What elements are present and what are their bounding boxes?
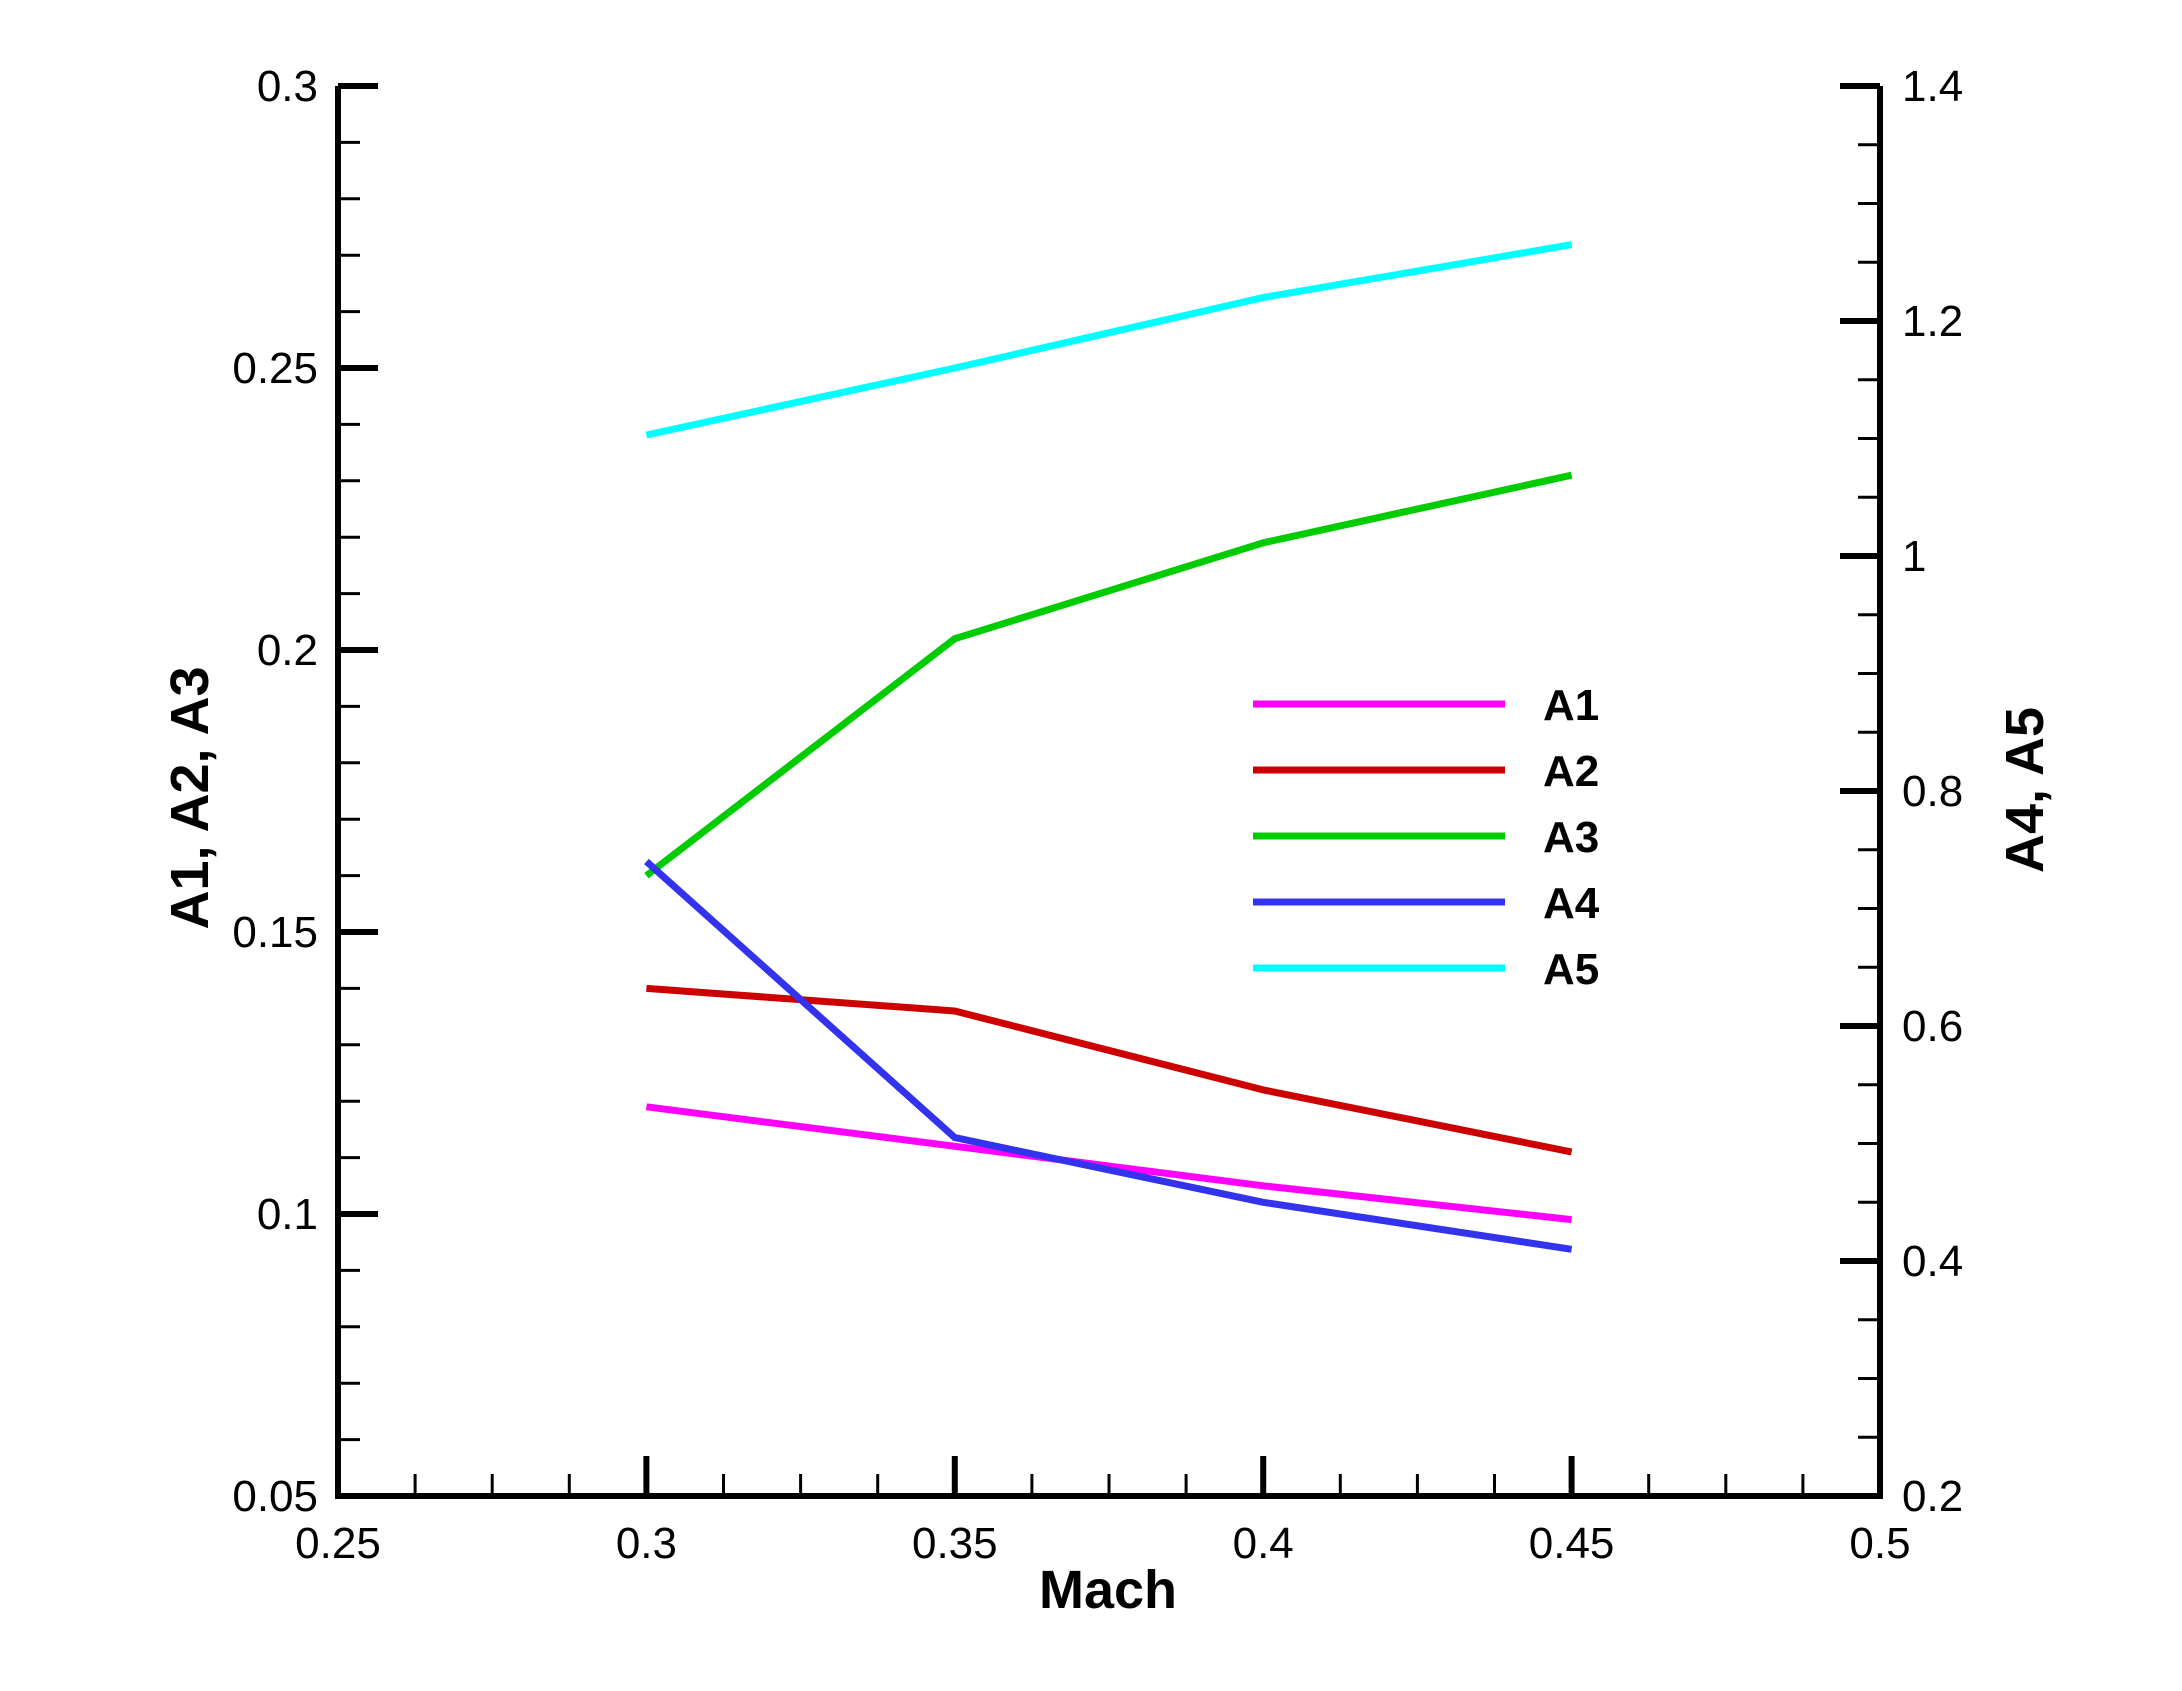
right-y-tick-label: 1.4 [1902, 62, 1963, 111]
legend: A1 A2 A3 A4 A5 [1253, 681, 1600, 994]
left-y-tick-label: 0.3 [257, 62, 318, 111]
left-y-tick-label: 0.1 [257, 1190, 318, 1239]
left-y-tick-label: 0.2 [257, 626, 318, 675]
left-y-tick-label: 0.15 [232, 908, 318, 957]
left-y-tick-label: 0.05 [232, 1472, 318, 1521]
x-tick-label: 0.35 [912, 1519, 998, 1568]
axes-layer: 0.25 0.3 0.35 0.4 0.45 0.5 0.05 0.1 0.15 0.2 0.25 0… [232, 62, 1963, 1568]
x-tick-label: 0.25 [295, 1519, 381, 1568]
right-y-tick-label: 1.2 [1902, 297, 1963, 346]
series-line-a1 [645, 1103, 1572, 1224]
x-tick-label: 0.45 [1529, 1519, 1615, 1568]
x-tick-label: 0.5 [1849, 1519, 1910, 1568]
left-y-axis-title: A1, A2, A3 [160, 666, 220, 929]
series-line-a3 [644, 471, 1573, 879]
right-y-tick-label: 1 [1902, 532, 1926, 581]
legend-label-a1: A1 [1543, 681, 1599, 730]
legend-label-a5: A5 [1543, 945, 1599, 994]
right-y-tick-label: 0.4 [1902, 1237, 1963, 1286]
legend-label-a2: A2 [1543, 747, 1599, 796]
right-y-tick-label: 0.6 [1902, 1002, 1963, 1051]
x-tick-label: 0.3 [616, 1519, 677, 1568]
series-layer [644, 241, 1573, 1253]
right-y-tick-label: 0.8 [1902, 767, 1963, 816]
right-y-tick-label: 0.2 [1902, 1472, 1963, 1521]
left-y-tick-label: 0.25 [232, 344, 318, 393]
x-axis-title: Mach [1039, 1560, 1177, 1620]
x-tick-label: 0.4 [1233, 1519, 1294, 1568]
legend-label-a4: A4 [1543, 879, 1600, 928]
series-line-a5 [645, 241, 1573, 439]
series-line-a4 [644, 858, 1573, 1253]
right-y-axis-title: A4, A5 [1995, 707, 2055, 873]
legend-label-a3: A3 [1543, 813, 1599, 862]
